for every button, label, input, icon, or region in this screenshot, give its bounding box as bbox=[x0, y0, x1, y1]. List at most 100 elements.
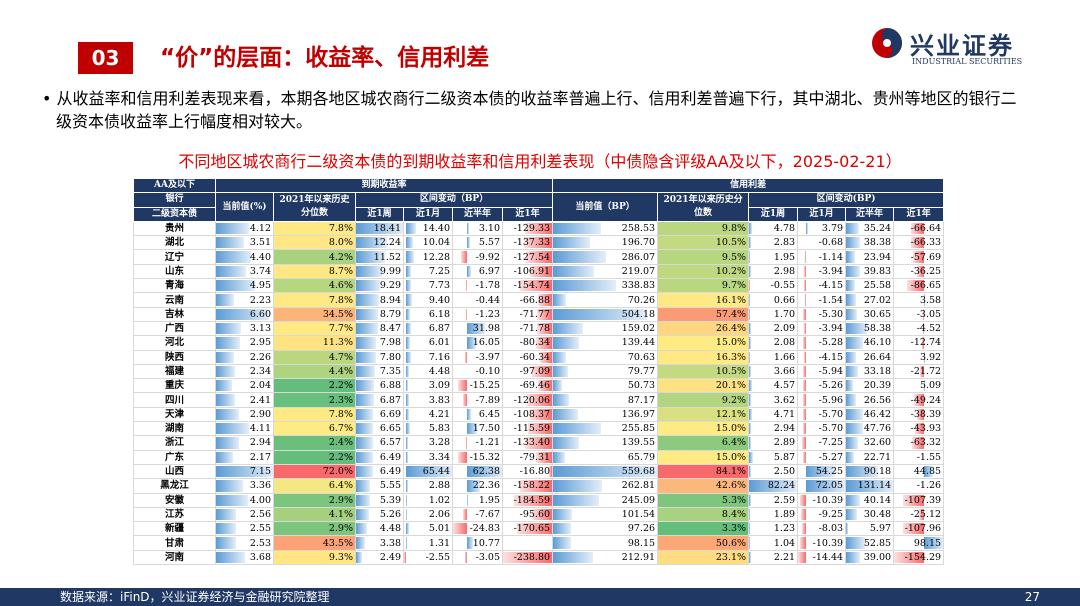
cell: 2.89 bbox=[748, 435, 799, 451]
cell-text: -0.68 bbox=[818, 237, 844, 249]
cell: 6.18 bbox=[403, 306, 453, 322]
cell: 33.18 bbox=[845, 363, 895, 380]
data-bar bbox=[216, 423, 249, 435]
data-bar bbox=[749, 351, 751, 363]
cell-text: 3.34 bbox=[428, 451, 450, 463]
data-bar bbox=[216, 322, 241, 335]
group-header: 到期收益率 bbox=[214, 177, 554, 194]
data-bar bbox=[802, 408, 806, 421]
cell-text: 3.68 bbox=[249, 551, 271, 563]
cell: 6.49 bbox=[355, 449, 404, 465]
data-bar bbox=[553, 265, 594, 278]
cell-text: 3.62 bbox=[773, 394, 796, 406]
cell: -16.80 bbox=[501, 463, 554, 480]
data-bar bbox=[356, 423, 373, 435]
cell-text: 3.10 bbox=[478, 223, 500, 235]
cell-text: -1.21 bbox=[475, 437, 500, 449]
data-bar bbox=[528, 423, 552, 435]
period-header: 近1周 bbox=[748, 206, 799, 222]
cell-text: 4.71 bbox=[773, 408, 796, 420]
cell-text: 2.2% bbox=[328, 380, 353, 392]
cell-text: 79.77 bbox=[627, 366, 656, 377]
cell-text: 2.50 bbox=[773, 466, 796, 478]
cell-text: 1.95 bbox=[478, 494, 500, 506]
cell: 3.79 bbox=[797, 220, 847, 237]
cell-text: 44.85 bbox=[913, 466, 942, 478]
data-bar bbox=[553, 394, 570, 406]
cell-text: -5.94 bbox=[818, 366, 844, 377]
data-bar bbox=[461, 251, 467, 263]
data-bar bbox=[356, 322, 378, 335]
data-bar bbox=[553, 351, 567, 363]
cell-text: 33.18 bbox=[863, 366, 892, 377]
data-bar bbox=[538, 294, 552, 306]
cell: 8.4% bbox=[657, 506, 750, 523]
cell-text: -1.26 bbox=[916, 480, 942, 492]
cell: 3.62 bbox=[748, 392, 799, 408]
cell-text: 8.47 bbox=[379, 323, 401, 335]
cell-text: 2.56 bbox=[249, 508, 271, 520]
cell-text: 9.40 bbox=[428, 294, 450, 306]
cell: 2.53 bbox=[215, 535, 274, 551]
period-header: 近半年 bbox=[452, 206, 503, 222]
logo-subtitle: INDUSTRIAL SECURITIES bbox=[912, 57, 1023, 66]
cell-text: 山西 bbox=[164, 466, 184, 478]
cell-text: 1.70 bbox=[773, 308, 796, 320]
cell bbox=[501, 535, 554, 551]
data-bar bbox=[405, 423, 410, 435]
cell-text: 2.17 bbox=[249, 451, 271, 463]
cell-text: 98.15 bbox=[913, 537, 942, 549]
data-bar bbox=[846, 251, 855, 263]
cell: 6.87 bbox=[355, 392, 404, 408]
cell-text: 6.18 bbox=[428, 308, 450, 320]
cell-text: -38.39 bbox=[910, 408, 942, 420]
cell-text: 2.94 bbox=[773, 423, 796, 435]
data-bar bbox=[805, 222, 808, 235]
region: 甘肃 bbox=[133, 535, 216, 551]
cell-text: 广西 bbox=[164, 323, 184, 335]
cell: 3.74 bbox=[215, 263, 274, 280]
cell: 7.15 bbox=[215, 463, 274, 480]
cell-text: -154.29 bbox=[904, 551, 942, 563]
cell: -127.54 bbox=[501, 249, 554, 265]
cell-text: 浙江 bbox=[164, 437, 184, 449]
cell-text: -43.93 bbox=[910, 423, 942, 435]
cell-text: 6.69 bbox=[379, 408, 401, 420]
cell-text: 2.41 bbox=[249, 394, 271, 406]
cell: 15.0% bbox=[657, 449, 750, 465]
cell: 6.57 bbox=[355, 435, 404, 451]
cell: 8.94 bbox=[355, 292, 404, 308]
cell: 30.65 bbox=[845, 306, 895, 322]
cell-text: 258.53 bbox=[621, 223, 656, 235]
cell: -2.55 bbox=[403, 549, 453, 566]
data-bar bbox=[462, 394, 467, 406]
cell: 1.95 bbox=[452, 492, 503, 508]
cell-text: 2.9% bbox=[328, 523, 353, 535]
data-bar bbox=[405, 308, 411, 320]
cell-text: 27.02 bbox=[863, 294, 892, 306]
data-bar bbox=[537, 380, 552, 392]
data-bar bbox=[514, 494, 552, 506]
cell: 2.06 bbox=[403, 506, 453, 523]
col-header: 当前值（BP） bbox=[552, 192, 659, 222]
cell: 5.57 bbox=[452, 235, 503, 251]
logo-icon bbox=[872, 28, 902, 58]
region: 湖南 bbox=[133, 421, 216, 437]
cell: 14.40 bbox=[403, 220, 453, 237]
cell: 2.49 bbox=[355, 549, 404, 566]
cell: 3.28 bbox=[403, 435, 453, 451]
table-row: 河北 2.95 11.3% 7.98 6.01 16.05 -80.34 139.44 15.0… bbox=[133, 335, 945, 351]
cell-text: 8.4% bbox=[721, 508, 747, 520]
cell-text: 10.04 bbox=[422, 237, 450, 249]
data-bar bbox=[524, 437, 552, 449]
cell: 7.8% bbox=[273, 220, 356, 237]
data-bar bbox=[466, 494, 469, 506]
cell-text: 14.40 bbox=[422, 223, 450, 235]
data-bar bbox=[356, 508, 370, 521]
data-bar bbox=[539, 351, 552, 363]
table-row: 广东 2.17 2.2% 6.49 3.34 -15.32 -79.31 65.79 15.0%… bbox=[133, 449, 945, 465]
region: 重庆 bbox=[133, 378, 216, 394]
data-bar bbox=[519, 480, 552, 492]
cell: -15.25 bbox=[452, 378, 503, 394]
